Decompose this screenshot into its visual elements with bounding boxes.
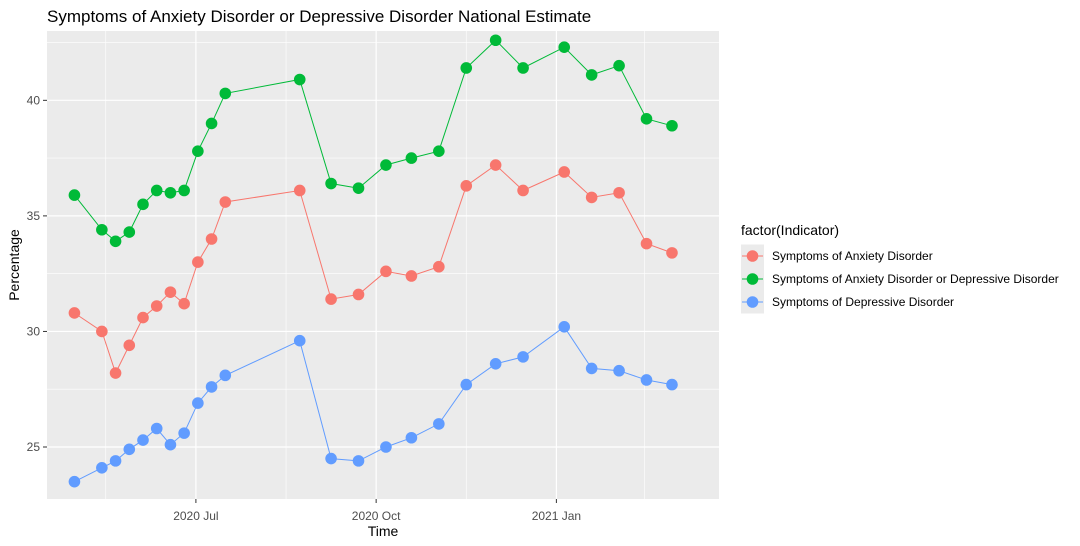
- x-tick-label: 2020 Oct: [352, 509, 401, 523]
- legend-label: Symptoms of Depressive Disorder: [772, 295, 954, 309]
- data-point: [325, 452, 337, 465]
- data-point: [558, 166, 571, 178]
- y-tick-label: 35: [27, 209, 41, 223]
- minor-gridlines: [47, 31, 719, 499]
- data-point: [640, 113, 653, 125]
- data-point: [558, 41, 571, 53]
- data-point: [205, 117, 218, 130]
- data-point: [150, 422, 163, 435]
- legend-title: factor(Indicator): [741, 222, 839, 238]
- series-layer: [68, 34, 678, 488]
- data-point: [325, 177, 337, 190]
- data-point: [219, 369, 232, 382]
- data-point: [433, 418, 445, 430]
- data-point: [352, 182, 365, 194]
- data-point: [109, 455, 122, 467]
- y-tick-label: 40: [27, 93, 41, 107]
- data-point: [517, 351, 529, 363]
- y-axis-title: Percentage: [6, 229, 22, 301]
- data-point: [325, 293, 337, 305]
- data-point: [109, 367, 122, 379]
- data-point: [178, 184, 190, 197]
- data-point: [613, 59, 625, 72]
- data-point: [68, 189, 81, 201]
- data-point: [460, 62, 473, 74]
- data-point: [150, 184, 163, 197]
- data-point: [585, 191, 598, 204]
- data-point: [433, 145, 445, 157]
- data-point: [405, 152, 418, 164]
- data-point: [585, 69, 598, 81]
- data-point: [489, 358, 502, 370]
- data-point: [192, 145, 204, 157]
- legend-key-point: [746, 250, 759, 262]
- axes: 25 30 35 40 2020 Jul 2020 Oct 2021 Jan: [27, 93, 581, 523]
- data-point: [164, 438, 177, 451]
- data-point: [380, 159, 392, 171]
- data-point: [164, 286, 177, 298]
- data-point: [123, 226, 136, 238]
- data-point: [405, 270, 418, 282]
- data-point: [585, 362, 598, 375]
- data-point: [352, 288, 365, 301]
- data-point: [293, 334, 306, 347]
- x-tick-label: 2021 Jan: [532, 509, 581, 523]
- data-point: [219, 87, 232, 100]
- legend-label: Symptoms of Anxiety Disorder or Depressi…: [772, 272, 1059, 286]
- data-point: [352, 455, 365, 467]
- data-point: [123, 443, 136, 456]
- data-point: [192, 256, 204, 268]
- data-point: [96, 462, 108, 474]
- legend-key-point: [746, 296, 759, 308]
- data-point: [150, 300, 163, 312]
- data-point: [137, 434, 149, 446]
- data-point: [433, 260, 445, 273]
- data-point: [558, 321, 571, 333]
- legend: factor(Indicator) Symptoms of Anxiety Di…: [741, 222, 1059, 314]
- data-point: [666, 247, 678, 259]
- data-point: [219, 196, 232, 208]
- data-point: [640, 237, 653, 250]
- data-point: [109, 235, 122, 248]
- data-point: [489, 159, 502, 171]
- data-point: [123, 339, 136, 352]
- data-point: [517, 184, 529, 197]
- y-tick-label: 25: [27, 440, 41, 454]
- data-point: [68, 475, 81, 488]
- legend-label: Symptoms of Anxiety Disorder: [772, 249, 933, 263]
- data-point: [613, 186, 625, 199]
- data-point: [137, 198, 149, 211]
- data-point: [613, 364, 625, 377]
- plot-panel: [47, 31, 719, 499]
- data-point: [460, 180, 473, 192]
- data-point: [293, 73, 306, 86]
- data-point: [96, 325, 108, 338]
- data-point: [205, 233, 218, 245]
- data-point: [293, 184, 306, 197]
- data-point: [192, 397, 204, 409]
- data-point: [640, 374, 653, 386]
- data-point: [68, 307, 81, 319]
- data-point: [405, 431, 418, 444]
- x-axis-title: Time: [368, 523, 399, 539]
- chart-title: Symptoms of Anxiety Disorder or Depressi…: [47, 7, 591, 26]
- data-point: [380, 441, 392, 453]
- data-point: [666, 378, 678, 391]
- data-point: [137, 311, 149, 324]
- data-point: [517, 62, 529, 74]
- data-point: [489, 34, 502, 47]
- data-point: [205, 381, 218, 393]
- data-point: [666, 119, 678, 132]
- data-point: [178, 427, 190, 439]
- x-tick-label: 2020 Jul: [173, 509, 218, 523]
- y-tick-label: 30: [27, 324, 41, 338]
- data-point: [178, 297, 190, 310]
- legend-key-point: [746, 273, 759, 285]
- data-point: [164, 186, 177, 199]
- data-point: [96, 223, 108, 236]
- data-point: [460, 378, 473, 391]
- data-point: [380, 265, 392, 278]
